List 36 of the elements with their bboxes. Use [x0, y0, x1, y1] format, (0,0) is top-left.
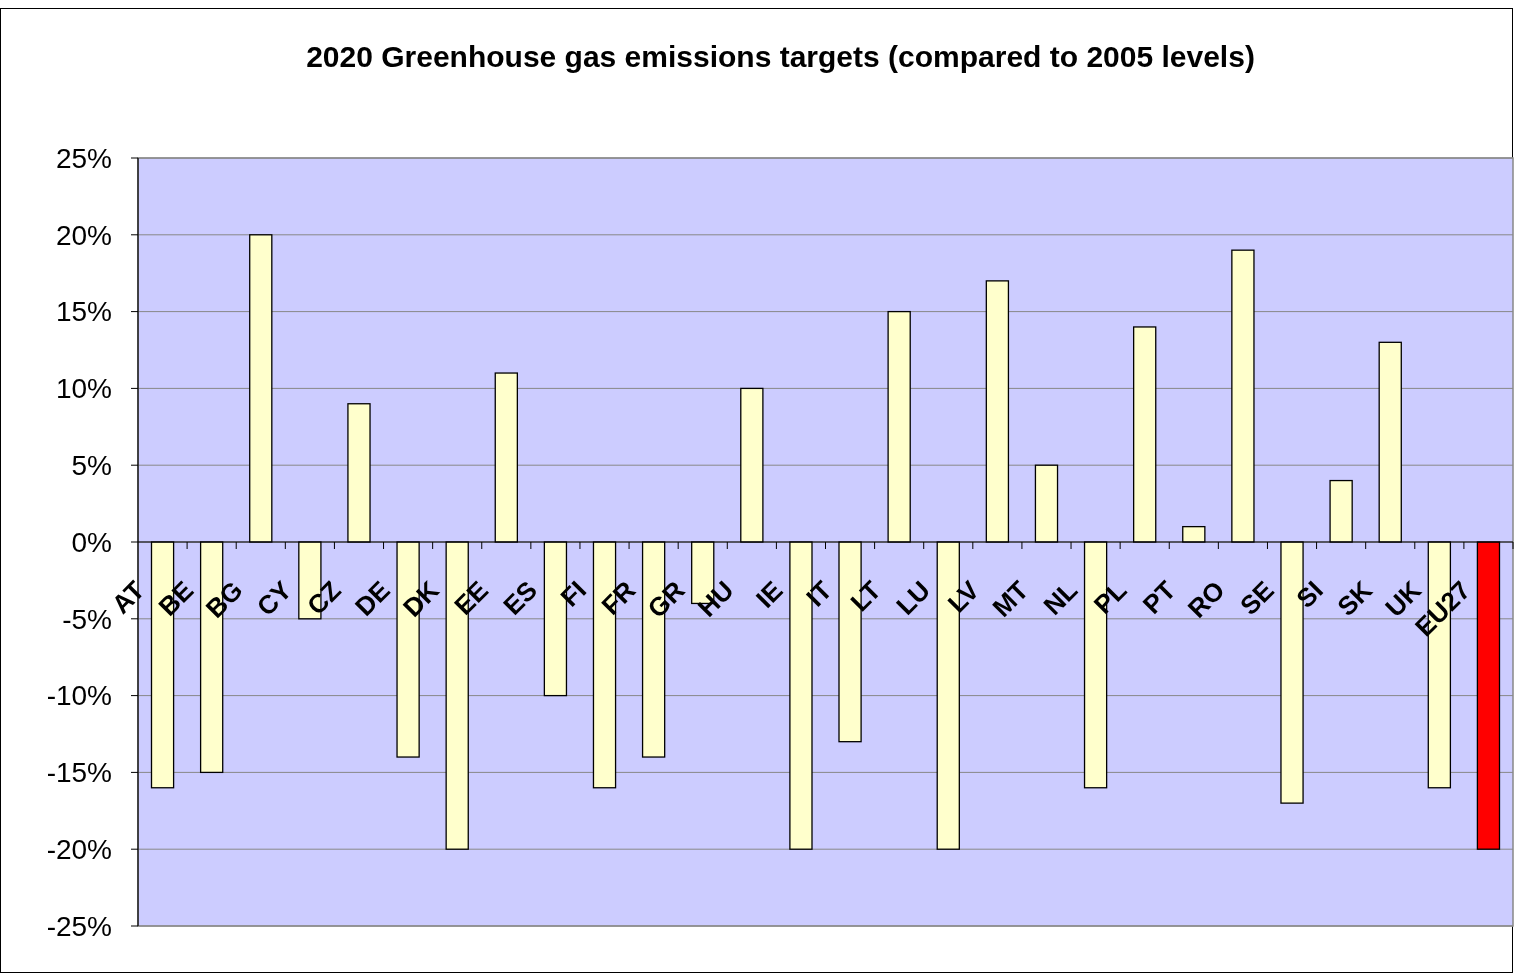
- x-tick-label: NL: [1037, 574, 1084, 621]
- y-tick-label: -5%: [62, 603, 112, 635]
- y-tick-label: -15%: [46, 757, 112, 789]
- x-tick-label: FR: [595, 574, 642, 621]
- y-tick-label: 25%: [55, 142, 112, 174]
- y-tick-label: -20%: [46, 834, 112, 865]
- y-tick-label: -10%: [46, 680, 112, 712]
- x-tick-label: BE: [152, 575, 200, 622]
- y-tick-label: 5%: [71, 450, 112, 481]
- y-tick-label: 0%: [71, 526, 112, 558]
- y-tick-label: 15%: [55, 296, 112, 328]
- x-tick-label: SE: [1233, 575, 1280, 621]
- chart-title: 2020 Greenhouse gas emissions targets (compared to 2005 levels): [306, 40, 1255, 73]
- x-tick-label: CY: [250, 575, 298, 622]
- x-tick-label: PT: [1136, 574, 1182, 620]
- x-tick-label: DK: [397, 574, 446, 623]
- y-tick-label: 20%: [55, 219, 112, 251]
- x-tick-label: SK: [1331, 574, 1379, 622]
- x-tick-label: BG: [199, 575, 249, 624]
- x-tick-label: LT: [844, 574, 887, 618]
- x-tick-label: RO: [1181, 575, 1231, 624]
- x-tick-label: DE: [349, 575, 396, 622]
- x-tick-label: EE: [448, 575, 494, 621]
- y-tick-label: -25%: [46, 910, 112, 942]
- x-tick-label: ES: [497, 575, 544, 621]
- x-tick-label: GR: [641, 574, 691, 624]
- x-tick-label: CZ: [300, 574, 347, 621]
- x-tick-label: MT: [986, 574, 1035, 623]
- x-tick-label: FI: [554, 575, 593, 613]
- x-tick-label: SI: [1290, 575, 1329, 614]
- x-tick-label: HU: [691, 575, 740, 623]
- x-tick-label: LU: [890, 575, 936, 621]
- x-tick-label: LV: [941, 574, 986, 619]
- x-tick-label: IE: [750, 575, 789, 614]
- x-tick-label: IT: [800, 574, 838, 613]
- y-tick-label: 10%: [55, 373, 112, 405]
